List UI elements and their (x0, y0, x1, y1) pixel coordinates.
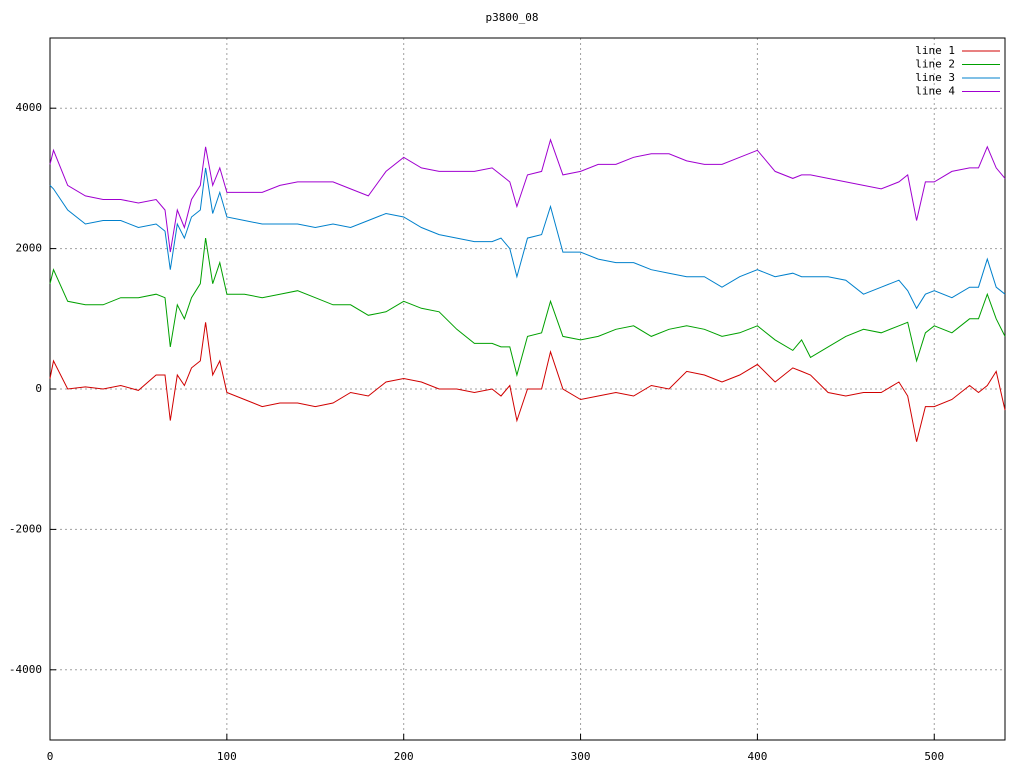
y-tick-label: 2000 (16, 242, 43, 255)
x-tick-label: 100 (217, 750, 237, 763)
x-tick-label: 200 (394, 750, 414, 763)
y-tick-label: -4000 (9, 663, 42, 676)
legend-label: line 2 (915, 58, 955, 71)
x-tick-label: 300 (571, 750, 591, 763)
x-tick-label: 500 (924, 750, 944, 763)
series-line (49, 138, 1006, 253)
series-line (49, 322, 1006, 442)
plot-border (49, 37, 1006, 741)
legend-label: line 3 (915, 71, 955, 84)
legend-label: line 4 (915, 85, 955, 98)
y-tick-label: 0 (35, 382, 42, 395)
chart-title: p3800_08 (486, 11, 539, 24)
y-tick-label: -2000 (9, 522, 42, 535)
y-tick-label: 4000 (16, 101, 43, 114)
legend-label: line 1 (915, 44, 955, 57)
series-line (49, 167, 1006, 310)
series-line (49, 238, 1006, 377)
x-tick-label: 400 (747, 750, 767, 763)
x-tick-label: 0 (47, 750, 54, 763)
